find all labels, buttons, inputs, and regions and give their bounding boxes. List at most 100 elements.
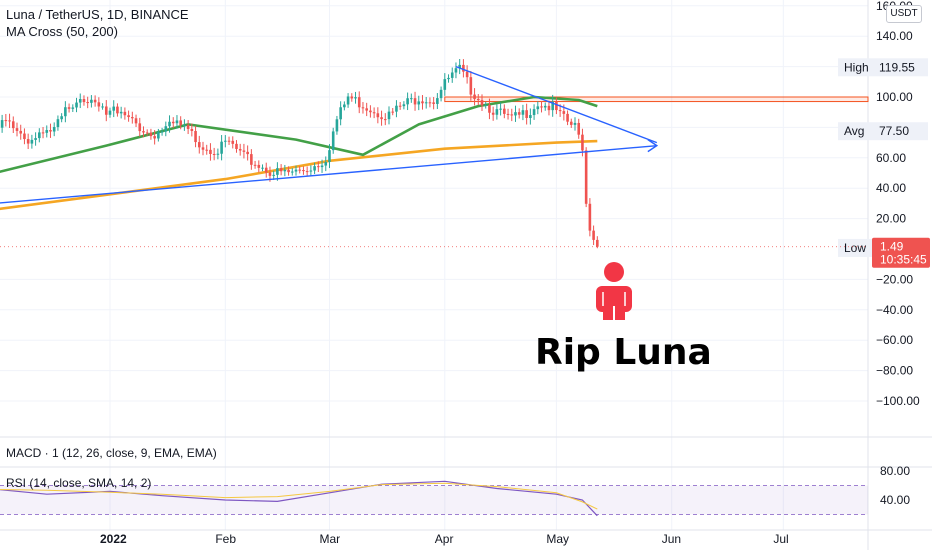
candle-body bbox=[71, 107, 75, 109]
candle-body bbox=[421, 101, 424, 104]
candle-body bbox=[164, 126, 168, 132]
candle-body bbox=[231, 140, 235, 144]
candle-body bbox=[93, 99, 97, 103]
price-tick-label: −40.00 bbox=[876, 303, 913, 317]
candle-body bbox=[346, 96, 350, 105]
rsi-line bbox=[0, 480, 598, 517]
candle-body bbox=[309, 170, 313, 172]
high-badge-label: High bbox=[844, 60, 869, 74]
person-torso bbox=[596, 286, 632, 312]
candle-body bbox=[510, 114, 514, 116]
candle-body bbox=[328, 150, 331, 162]
price-tick-label: 60.00 bbox=[876, 151, 906, 165]
candle-body bbox=[305, 171, 309, 173]
candle-body bbox=[424, 102, 428, 104]
candle-body bbox=[313, 166, 316, 171]
ma50-line bbox=[0, 95, 598, 174]
candle-body bbox=[134, 118, 138, 124]
currency-button[interactable]: USDT bbox=[886, 5, 922, 23]
candle-body bbox=[138, 123, 142, 132]
candle-body bbox=[596, 239, 599, 247]
candle-body bbox=[0, 120, 4, 128]
candle-body bbox=[104, 106, 108, 115]
trendline bbox=[0, 144, 657, 204]
candle-body bbox=[476, 98, 480, 101]
avg-badge-bg bbox=[838, 122, 928, 141]
candle-body bbox=[372, 112, 376, 114]
candle-body bbox=[450, 72, 454, 78]
candle-body bbox=[235, 143, 238, 149]
candle-body bbox=[108, 110, 112, 115]
candle-body bbox=[190, 128, 194, 131]
avg-badge-label: Avg bbox=[844, 124, 864, 138]
resistance-rect bbox=[444, 96, 869, 103]
candle-body bbox=[298, 169, 302, 171]
candle-body bbox=[283, 169, 287, 172]
candle-body bbox=[503, 108, 506, 114]
candle-body bbox=[60, 116, 63, 120]
candle-body bbox=[454, 68, 458, 73]
candle-body bbox=[15, 128, 19, 131]
candle-body bbox=[343, 104, 346, 108]
candle-body bbox=[428, 102, 432, 104]
candle-body bbox=[480, 100, 484, 106]
candle-body bbox=[78, 99, 82, 103]
price-tick-label: 20.00 bbox=[876, 212, 906, 226]
candle-body bbox=[588, 203, 592, 231]
candle-body bbox=[67, 107, 71, 109]
candle-body bbox=[131, 117, 134, 119]
candle-body bbox=[380, 117, 383, 120]
candle-body bbox=[127, 115, 130, 118]
candle-body bbox=[272, 174, 275, 176]
candle-body bbox=[555, 101, 558, 111]
candle-body bbox=[413, 98, 417, 105]
candle-body bbox=[317, 166, 320, 168]
candle-body bbox=[354, 97, 357, 99]
candle-body bbox=[551, 101, 554, 111]
candle-body bbox=[302, 170, 305, 172]
candle-body bbox=[406, 98, 409, 105]
candle-body bbox=[484, 105, 488, 107]
resistance-zone[interactable] bbox=[444, 96, 869, 103]
time-tick-label: Jul bbox=[773, 532, 788, 546]
caption-rip-luna: Rip Luna bbox=[535, 332, 712, 373]
candle-body bbox=[41, 132, 45, 134]
candle-body bbox=[287, 169, 290, 173]
macd-title: MACD · 1 (12, 26, close, 9, EMA, EMA) bbox=[6, 446, 217, 460]
candle-body bbox=[119, 111, 123, 114]
candle-body bbox=[8, 120, 11, 122]
candle-body bbox=[391, 111, 395, 113]
price-tick-label: 40.00 bbox=[876, 181, 906, 195]
avg-badge-value: 77.50 bbox=[879, 124, 909, 138]
candle-body bbox=[30, 139, 34, 144]
rsi-title: RSI (14, close, SMA, 14, 2) bbox=[6, 476, 152, 490]
candle-body bbox=[514, 112, 517, 116]
candle-body bbox=[395, 105, 398, 112]
time-axis[interactable]: 2022 Feb Mar Apr May Jun Jul bbox=[100, 532, 789, 546]
candle-body bbox=[264, 167, 268, 173]
candle-body bbox=[335, 119, 339, 132]
candle-body bbox=[38, 132, 41, 139]
candle-body bbox=[4, 120, 8, 122]
candle-body bbox=[153, 136, 156, 139]
rsi-tick-label: 40.00 bbox=[880, 493, 910, 507]
candle-body bbox=[365, 108, 368, 111]
candle-body bbox=[253, 164, 257, 166]
time-tick-label: May bbox=[546, 532, 569, 546]
last-price-value: 1.49 bbox=[880, 240, 904, 254]
candle-body bbox=[436, 98, 439, 104]
candle-body bbox=[19, 130, 23, 134]
candle-body bbox=[532, 109, 536, 116]
candle-body bbox=[495, 109, 499, 115]
candle-body bbox=[584, 150, 588, 204]
price-tick-label: −20.00 bbox=[876, 272, 913, 286]
candle-body bbox=[142, 131, 145, 133]
candle-body bbox=[469, 77, 473, 95]
candle-body bbox=[49, 130, 52, 132]
price-tick-label: −80.00 bbox=[876, 364, 913, 378]
candle-body bbox=[566, 113, 569, 122]
trendlines[interactable] bbox=[0, 65, 659, 204]
trendline bbox=[455, 65, 658, 144]
